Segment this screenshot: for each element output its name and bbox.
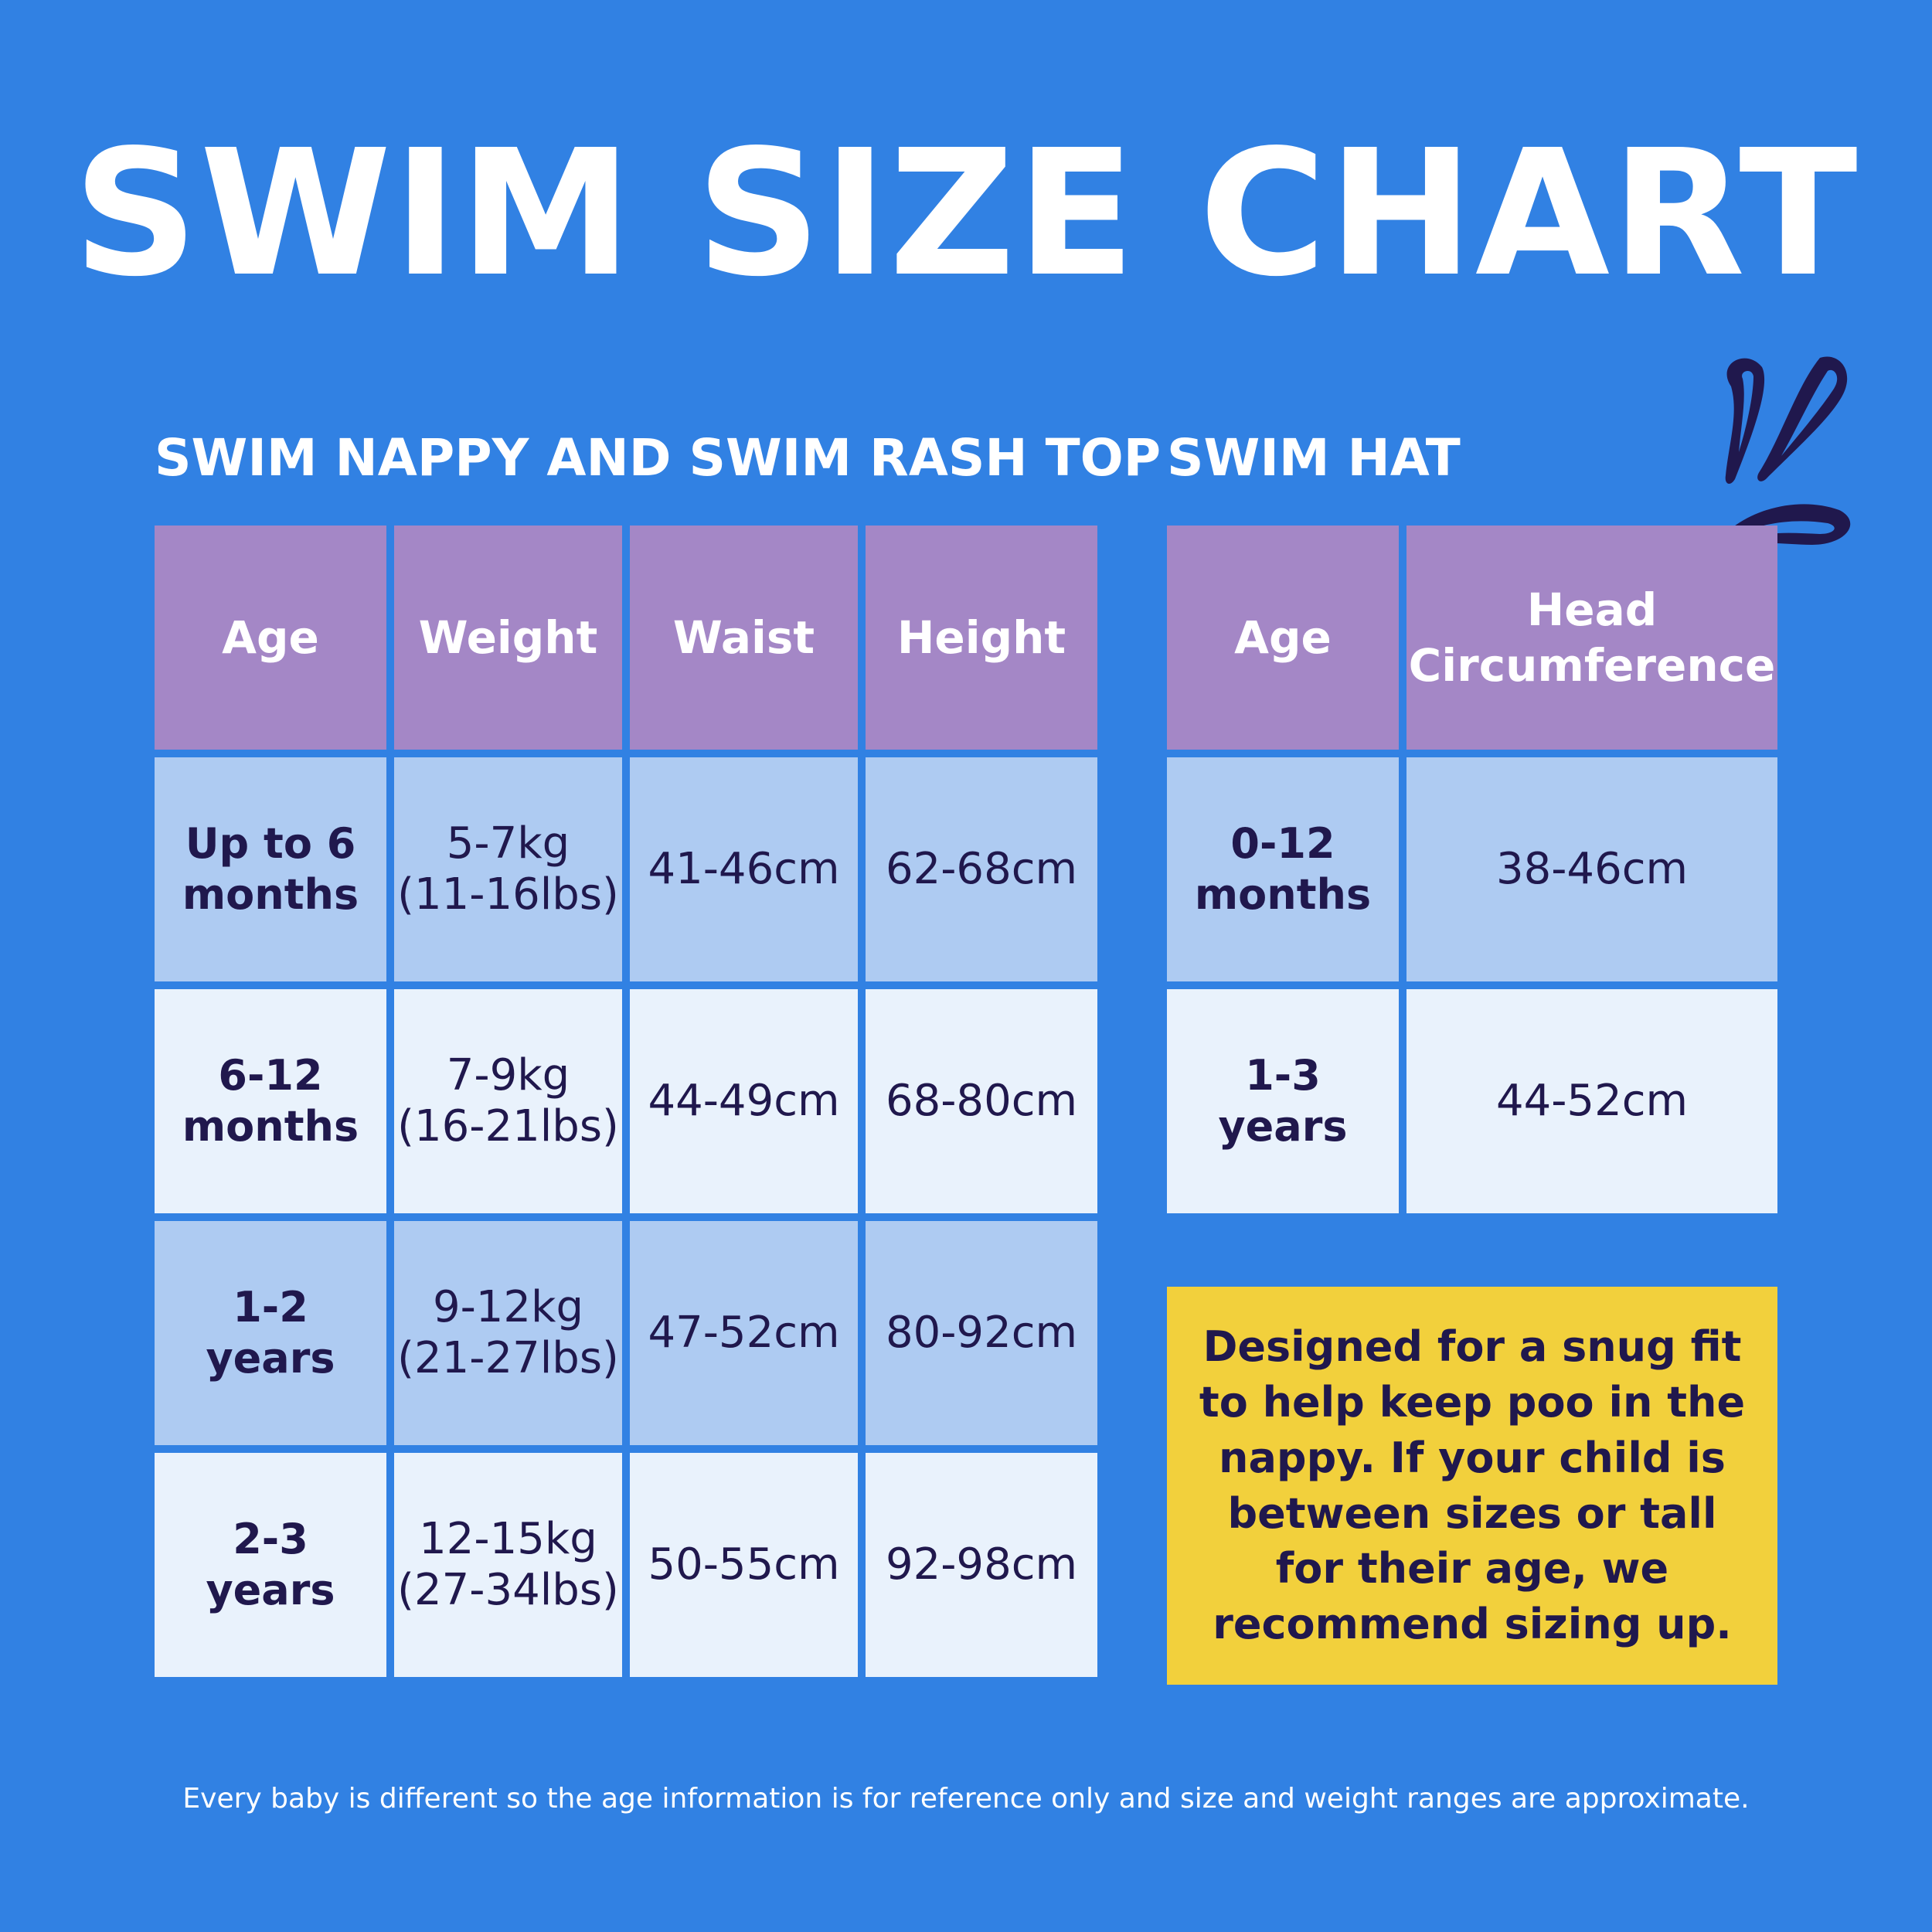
nappy-row-1-waist: 41-46cm [630, 757, 858, 981]
nappy-row-2-height: 68-80cm [866, 989, 1097, 1213]
nappy-size-table: Age Weight Waist Height Up to 6 months 5… [155, 526, 1097, 1677]
nappy-row-1-age: Up to 6 months [155, 757, 386, 981]
hat-size-table: Age Head Circumference 0-12 months 38-46… [1167, 526, 1777, 1213]
hat-header-head-circumference: Head Circumference [1406, 526, 1777, 750]
hat-row-2-age: 1-3 years [1167, 989, 1399, 1213]
nappy-row-3-weight: 9-12kg (21-27lbs) [394, 1221, 622, 1445]
nappy-section-title: SWIM NAPPY AND SWIM RASH TOP [155, 428, 1162, 488]
nappy-row-1-height: 62-68cm [866, 757, 1097, 981]
sizing-note: Designed for a snug fit to help keep poo… [1167, 1287, 1777, 1685]
nappy-row-3-waist: 47-52cm [630, 1221, 858, 1445]
nappy-row-2-waist: 44-49cm [630, 989, 858, 1213]
page-title: SWIM SIZE CHART [73, 113, 1859, 315]
nappy-row-4-height: 92-98cm [866, 1453, 1097, 1677]
nappy-row-4-waist: 50-55cm [630, 1453, 858, 1677]
hat-row-1-age: 0-12 months [1167, 757, 1399, 981]
nappy-header-waist: Waist [630, 526, 858, 750]
nappy-row-4-age: 2-3 years [155, 1453, 386, 1677]
footer-disclaimer: Every baby is different so the age infor… [182, 1783, 1750, 1815]
nappy-row-1-weight: 5-7kg (11-16lbs) [394, 757, 622, 981]
nappy-row-3-height: 80-92cm [866, 1221, 1097, 1445]
hat-header-age: Age [1167, 526, 1399, 750]
nappy-header-age: Age [155, 526, 386, 750]
nappy-row-2-age: 6-12 months [155, 989, 386, 1213]
nappy-row-2-weight: 7-9kg (16-21lbs) [394, 989, 622, 1213]
nappy-header-weight: Weight [394, 526, 622, 750]
nappy-header-height: Height [866, 526, 1097, 750]
hat-row-2-head: 44-52cm [1406, 989, 1777, 1213]
hat-row-1-head: 38-46cm [1406, 757, 1777, 981]
nappy-row-4-weight: 12-15kg (27-34lbs) [394, 1453, 622, 1677]
hat-section-title: SWIM HAT [1167, 428, 1461, 488]
nappy-row-3-age: 1-2 years [155, 1221, 386, 1445]
